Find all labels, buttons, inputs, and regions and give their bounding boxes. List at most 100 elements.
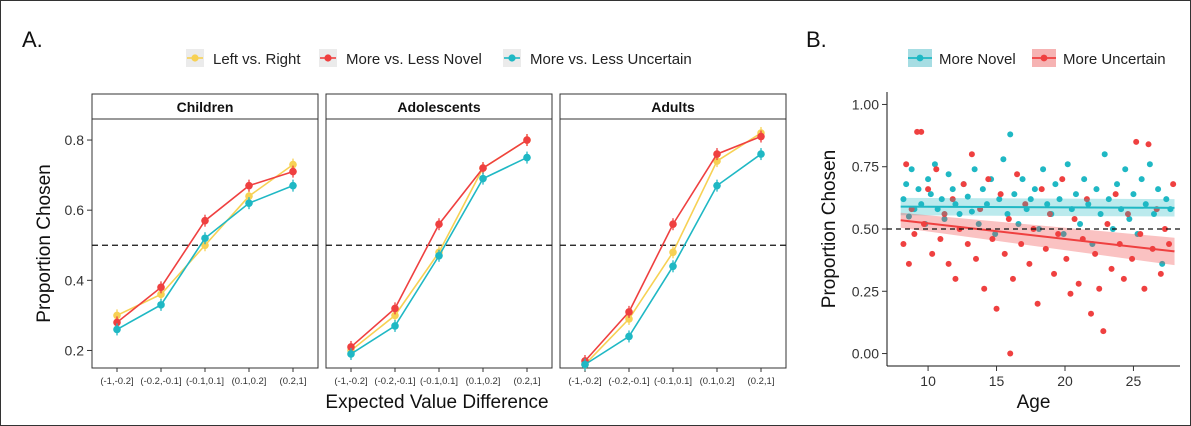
facet-title: Adolescents [397,99,480,115]
data-point-left-vs-right [113,311,121,320]
legend-label-more-vs-less-novel: More vs. Less Novel [346,51,482,68]
data-point-more-uncertain [1141,285,1148,292]
data-point-more-novel [925,176,932,183]
data-point-more-novel [979,186,986,193]
x-tick-label: 10 [920,373,936,389]
data-point-more-uncertain [1157,270,1164,277]
data-point-more-novel [1064,161,1071,168]
data-point-more-novel [1097,211,1104,218]
data-point-more-uncertain [1161,226,1168,232]
legend-key-point [916,54,924,62]
data-point-more-uncertain [1059,176,1066,183]
x-tick-label: 20 [1057,373,1073,389]
data-point-left-vs-right [245,192,253,200]
data-point-more-uncertain [1124,211,1131,218]
data-point-more-novel [905,213,912,220]
data-point-more-uncertain [1067,290,1074,297]
data-point-more-novel [903,181,910,188]
data-point-more-novel [952,201,959,208]
data-point-more-vs-less-uncertain [713,181,721,190]
data-point-left-vs-right [391,311,399,320]
data-point-more-novel [931,161,938,168]
x-axis-title: Expected Value Difference [325,392,548,413]
data-point-more-novel [1077,221,1084,228]
legend-key-point [324,54,332,62]
data-point-more-novel [1159,260,1166,267]
data-point-left-vs-right [713,157,721,165]
data-point-more-uncertain [989,235,996,242]
data-point-more-uncertain [1145,141,1152,148]
x-tick-label: (-0.2,-0.1] [140,376,181,387]
x-tick-label: (-1,-0.2] [568,376,601,387]
data-point-more-uncertain [968,151,975,158]
data-point-more-uncertain [1009,275,1016,282]
data-point-more-uncertain [960,181,967,188]
data-point-more-novel [975,221,982,228]
data-point-more-novel [992,230,999,237]
x-tick-label: 15 [989,373,1005,389]
data-point-more-uncertain [1005,216,1012,223]
data-point-more-uncertain [1046,211,1053,218]
data-point-more-vs-less-uncertain [347,350,355,358]
data-point-more-uncertain [900,240,907,247]
data-point-more-novel [900,196,907,203]
panel-b-chart: 0.00 0.25 0.50 0.75 1.00 10 15 20 25 Proportion C… [819,92,1180,413]
data-point-more-uncertain [1007,350,1014,357]
legend-label-left-vs-right: Left vs. Right [213,51,301,68]
panel-a-chart: 0.2 0.4 0.6 0.8 Proportion Chosen Expected Va… [34,93,787,413]
data-point-more-vs-less-uncertain [757,150,765,158]
legend-label-more-uncertain: More Uncertain [1063,51,1166,68]
data-point-more-novel [1040,166,1047,173]
data-point-more-uncertain [1108,265,1115,272]
legend-label-more-novel: More Novel [939,51,1016,68]
data-point-more-novel [1155,186,1162,193]
data-point-more-novel [1011,191,1018,198]
data-point-more-vs-less-uncertain [479,174,487,183]
data-point-more-uncertain [949,196,956,203]
data-point-more-uncertain [1063,255,1070,262]
legend-label-more-vs-less-uncertain: More vs. Less Uncertain [530,51,692,68]
data-point-more-novel [1019,176,1026,183]
y-tick-label: 0.4 [65,272,85,288]
x-tick-label: (0.2,1] [514,376,541,387]
data-point-more-uncertain [1018,240,1025,247]
data-point-more-vs-less-novel [523,136,531,144]
data-point-more-uncertain [1055,230,1062,237]
data-point-more-novel [1060,230,1067,237]
data-point-more-uncertain [914,128,921,135]
data-point-more-uncertain [1120,275,1127,282]
data-point-more-novel [1007,131,1014,138]
data-point-more-uncertain [905,260,912,267]
data-point-more-vs-less-uncertain [523,153,531,162]
data-point-more-uncertain [1034,300,1041,307]
panel-a-legend: Left vs. Right More vs. Less Novel More vs… [186,49,692,68]
data-point-more-uncertain [911,230,918,237]
y-tick-label: 0.50 [852,221,879,237]
data-point-more-uncertain [1166,240,1173,247]
data-point-more-novel [1004,211,1011,218]
data-point-more-vs-less-uncertain [113,325,121,334]
data-point-more-vs-less-novel [245,181,253,190]
data-point-more-vs-less-novel [157,283,165,292]
y-axis-title: Proportion Chosen [34,164,55,322]
facet-strip [91,93,319,120]
data-point-more-uncertain [993,305,1000,312]
data-point-more-uncertain [941,211,948,218]
data-point-more-novel [1138,176,1145,183]
data-point-more-uncertain [1083,196,1090,203]
data-point-more-uncertain [1088,310,1095,317]
data-point-more-vs-less-uncertain [625,332,633,341]
x-tick-label: (-0.1,0.1] [186,376,224,387]
data-point-more-novel [1000,156,1007,163]
x-tick-label: (-0.2,-0.1] [608,376,649,387]
data-point-more-uncertain [997,191,1004,198]
data-point-more-novel [908,166,915,173]
data-point-more-novel [915,186,922,193]
data-point-more-vs-less-novel [713,150,721,158]
data-point-left-vs-right [157,290,165,299]
x-tick-label: (0.1,0.2] [700,376,735,387]
facet-strip [559,93,787,120]
data-point-more-vs-less-uncertain [245,199,253,207]
data-point-more-vs-less-novel [625,308,633,316]
